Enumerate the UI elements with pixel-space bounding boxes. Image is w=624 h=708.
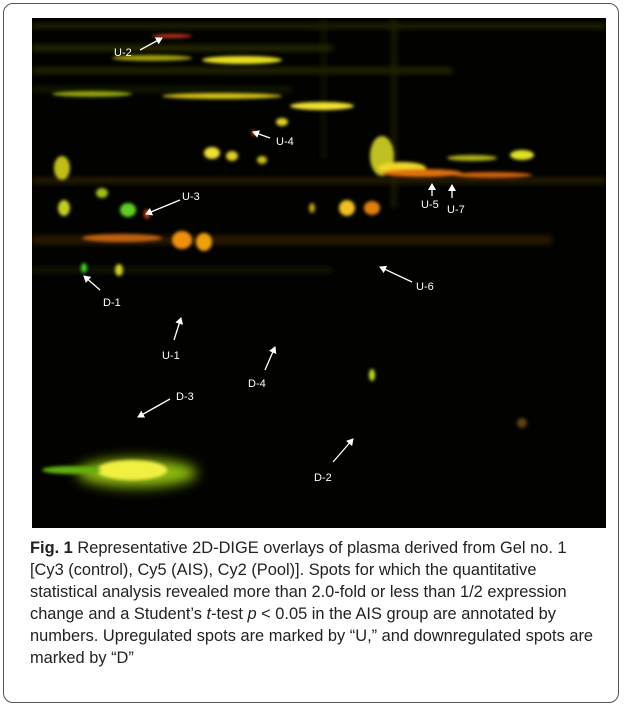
caption-text: -test: [211, 605, 247, 623]
annotation-label: D-4: [248, 378, 266, 390]
gel-image: U-2 U-4 U-3 U-5 U-7 U-6 D-1 U-1 D-4 D-3 …: [32, 18, 606, 528]
caption-label: Fig. 1: [30, 539, 73, 557]
caption-text: p: [248, 605, 257, 623]
annotation-label: U-4: [276, 136, 294, 148]
annotation-label: U-1: [162, 350, 180, 362]
page: U-2 U-4 U-3 U-5 U-7 U-6 D-1 U-1 D-4 D-3 …: [0, 0, 624, 708]
annotation-label: U-7: [447, 204, 465, 216]
annotation-label: U-5: [421, 199, 439, 211]
annotation-label: D-1: [103, 297, 121, 309]
annotation-label: U-6: [416, 281, 434, 293]
figure-caption: Fig. 1 Representative 2D-DIGE overlays o…: [30, 537, 602, 669]
annotation-label: D-3: [176, 391, 194, 403]
annotation-label: U-2: [114, 47, 132, 59]
annotation-label: D-2: [314, 472, 332, 484]
annotation-label: U-3: [182, 191, 200, 203]
